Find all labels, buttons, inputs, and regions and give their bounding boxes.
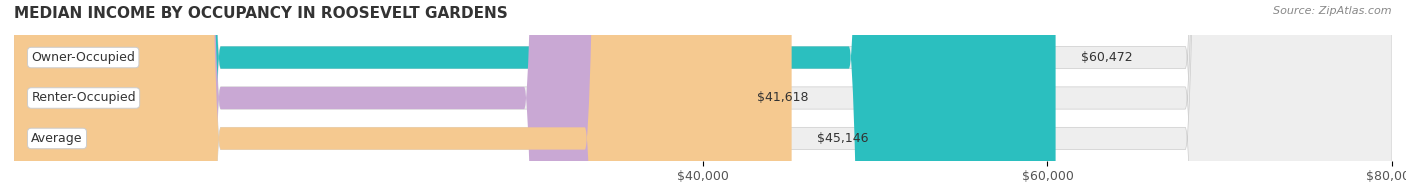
Text: $41,618: $41,618 — [756, 92, 808, 104]
FancyBboxPatch shape — [14, 0, 1056, 196]
FancyBboxPatch shape — [14, 0, 1392, 196]
Text: Owner-Occupied: Owner-Occupied — [31, 51, 135, 64]
Text: MEDIAN INCOME BY OCCUPANCY IN ROOSEVELT GARDENS: MEDIAN INCOME BY OCCUPANCY IN ROOSEVELT … — [14, 6, 508, 21]
FancyBboxPatch shape — [14, 0, 1392, 196]
Text: $45,146: $45,146 — [817, 132, 869, 145]
Text: Average: Average — [31, 132, 83, 145]
Text: Source: ZipAtlas.com: Source: ZipAtlas.com — [1274, 6, 1392, 16]
FancyBboxPatch shape — [14, 0, 1392, 196]
FancyBboxPatch shape — [14, 0, 792, 196]
Text: Renter-Occupied: Renter-Occupied — [31, 92, 136, 104]
Text: $60,472: $60,472 — [1081, 51, 1133, 64]
FancyBboxPatch shape — [14, 0, 731, 196]
